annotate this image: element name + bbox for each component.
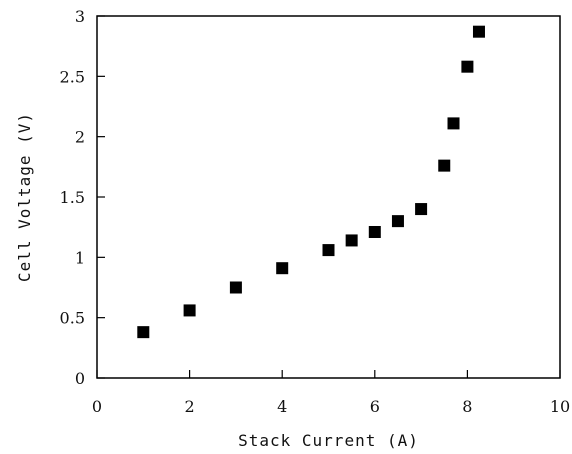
y-tick-label: 0: [75, 369, 85, 388]
x-tick-label: 10: [550, 397, 570, 416]
data-point: [137, 326, 150, 339]
data-point: [322, 244, 335, 257]
y-tick-label: 2.5: [60, 67, 85, 86]
plot-frame: [96, 15, 561, 379]
y-tick-label: 1.5: [60, 188, 85, 207]
data-point: [183, 304, 196, 317]
data-points: [137, 25, 485, 339]
data-point: [391, 215, 404, 228]
x-tick-label: 4: [277, 397, 287, 416]
y-tick-label: 1: [75, 248, 85, 267]
x-axis-title: Stack Current (A): [238, 431, 419, 450]
x-tick-label: 6: [370, 397, 380, 416]
y-tick-label: 0.5: [60, 309, 85, 328]
x-tick-label: 0: [92, 397, 102, 416]
data-point: [229, 281, 242, 294]
y-axis-title: Cell Voltage (V): [15, 112, 34, 282]
data-point: [472, 25, 485, 38]
data-point: [415, 203, 428, 216]
x-tick-label: 2: [185, 397, 195, 416]
y-axis: 0 0.5 1 1.5 2 2.5 3: [60, 7, 105, 388]
data-point: [276, 262, 289, 275]
data-point: [368, 225, 381, 238]
y-tick-label: 3: [75, 7, 85, 26]
data-point: [438, 159, 451, 172]
data-point: [461, 60, 474, 73]
data-point: [447, 117, 460, 130]
x-tick-label: 8: [462, 397, 472, 416]
x-axis: 0 2 4 6 8 10: [92, 370, 570, 416]
y-tick-label: 2: [75, 128, 85, 147]
data-point: [345, 234, 358, 247]
